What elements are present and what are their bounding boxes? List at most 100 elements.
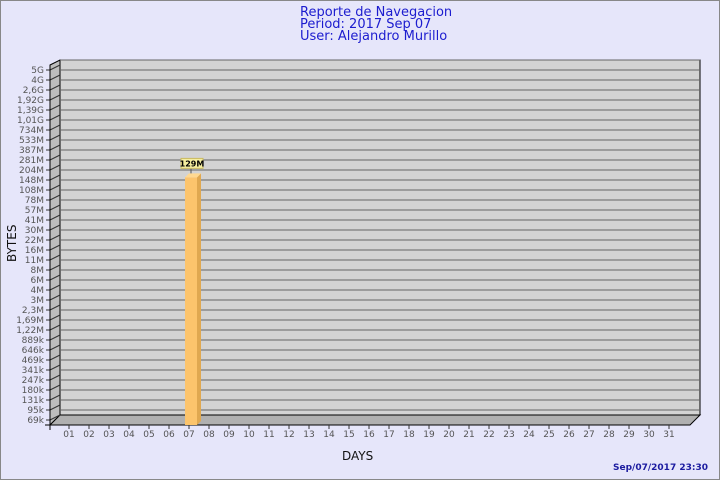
grid-diagonal	[49, 214, 61, 221]
x-tick-label: 31	[663, 430, 674, 440]
grid-diagonal	[49, 314, 61, 321]
x-tick-label: 09	[223, 430, 235, 440]
x-tick-label: 28	[603, 430, 615, 440]
grid-diagonal	[49, 94, 61, 101]
y-tick-label: 95k	[27, 406, 44, 416]
x-tick-label: 18	[403, 430, 415, 440]
y-tick-label: 148M	[19, 176, 44, 186]
x-tick-label: 16	[363, 430, 375, 440]
y-tick-label: 4G	[31, 76, 44, 86]
grid-diagonal	[49, 324, 61, 331]
grid-diagonal	[49, 334, 61, 341]
grid-diagonal	[49, 294, 61, 301]
x-tick-label: 24	[523, 430, 535, 440]
grid-diagonal	[49, 194, 61, 201]
plot-side-wall	[49, 59, 61, 427]
grid-diagonal	[49, 74, 61, 81]
plot-back-wall	[59, 59, 701, 416]
y-tick-label: 1,39G	[17, 106, 44, 116]
y-tick-label: 1,92G	[17, 96, 44, 106]
y-tick-label: 3M	[31, 296, 45, 306]
grid-diagonal	[49, 114, 61, 121]
grid-diagonal	[49, 404, 61, 411]
y-tick-label: 30M	[25, 226, 44, 236]
x-tick-label: 12	[283, 430, 294, 440]
y-tick-label: 11M	[25, 256, 44, 266]
grid-diagonal	[49, 134, 61, 141]
y-tick-label: 22M	[25, 236, 44, 246]
y-tick-label: 2,3M	[22, 306, 44, 316]
grid-diagonal	[49, 104, 61, 111]
grid-diagonal	[49, 234, 61, 241]
grid-diagonal	[49, 264, 61, 271]
y-tick-label: 469k	[22, 356, 45, 366]
grid-diagonal	[49, 354, 61, 361]
y-tick-label: 5G	[31, 66, 44, 76]
x-tick-label: 25	[543, 430, 554, 440]
y-tick-label: 180k	[22, 386, 45, 396]
x-tick-label: 15	[343, 430, 354, 440]
y-tick-label: 204M	[19, 166, 44, 176]
x-tick-label: 14	[323, 430, 335, 440]
y-tick-label: 646k	[22, 346, 45, 356]
y-tick-label: 889k	[22, 336, 45, 346]
grid-diagonal	[49, 154, 61, 161]
grid-diagonal	[49, 374, 61, 381]
x-tick-label: 21	[463, 430, 474, 440]
timestamp: Sep/07/2017 23:30	[613, 463, 708, 473]
grid-diagonal	[49, 204, 61, 211]
y-tick-label: 533M	[19, 136, 44, 146]
grid-diagonal	[49, 174, 61, 181]
grid-diagonal	[49, 414, 61, 421]
grid-diagonal	[49, 254, 61, 261]
bar-top-07	[185, 173, 201, 178]
plot-floor	[48, 414, 702, 426]
y-tick-label: 1,69M	[16, 316, 44, 326]
y-tick-label: 8M	[31, 266, 45, 276]
grid-diagonal	[49, 284, 61, 291]
grid-diagonal	[49, 394, 61, 401]
y-tick-label: 387M	[19, 146, 44, 156]
y-tick-label: 341k	[22, 366, 45, 376]
y-tick-label: 281M	[19, 156, 44, 166]
data-label-box	[180, 157, 204, 169]
y-tick-label: 6M	[31, 276, 45, 286]
x-tick-label: 04	[123, 430, 135, 440]
data-label: 129M	[180, 159, 205, 168]
y-tick-label: 16M	[25, 246, 44, 256]
x-tick-label: 19	[423, 430, 435, 440]
y-tick-label: 78M	[25, 196, 44, 206]
x-tick-label: 02	[83, 430, 94, 440]
chart-period: Period: 2017 Sep 07	[300, 17, 431, 32]
chart-user: User: Alejandro Murillo	[300, 29, 447, 44]
x-tick-label: 11	[263, 430, 274, 440]
x-tick-label: 08	[203, 430, 215, 440]
x-tick-label: 06	[163, 430, 175, 440]
grid-diagonal	[49, 144, 61, 151]
y-tick-label: 41M	[25, 216, 44, 226]
x-tick-label: 07	[183, 430, 194, 440]
grid-diagonal	[49, 244, 61, 251]
y-tick-label: 734M	[19, 126, 44, 136]
y-tick-label: 247k	[22, 376, 45, 386]
x-tick-label: 03	[103, 430, 114, 440]
grid-diagonal	[49, 184, 61, 191]
bar-07	[185, 177, 197, 425]
y-tick-label: 69k	[27, 416, 44, 426]
x-tick-label: 29	[623, 430, 635, 440]
grid-diagonal	[49, 344, 61, 351]
x-tick-label: 27	[583, 430, 594, 440]
y-tick-label: 57M	[25, 206, 44, 216]
x-tick-label: 30	[643, 430, 655, 440]
x-tick-label: 17	[383, 430, 394, 440]
x-tick-label: 10	[243, 430, 255, 440]
grid-diagonal	[49, 364, 61, 371]
x-tick-label: 13	[303, 430, 314, 440]
y-tick-label: 4M	[31, 286, 45, 296]
y-axis-label: BYTES	[5, 225, 19, 262]
y-tick-label: 2,6G	[23, 86, 44, 96]
grid-diagonal	[49, 304, 61, 311]
x-axis-label: DAYS	[342, 449, 373, 463]
x-tick-label: 23	[503, 430, 514, 440]
